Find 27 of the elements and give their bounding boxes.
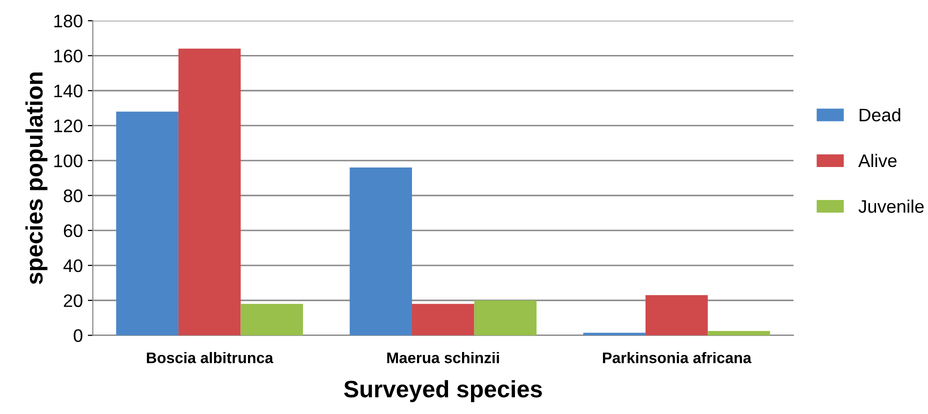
bar: [646, 295, 708, 336]
y-tick-label: 60: [64, 224, 82, 238]
y-tick-label: 20: [64, 294, 82, 308]
legend-label: Dead: [860, 108, 900, 122]
y-tick-label: 160: [54, 50, 82, 62]
y-tick-label: 100: [54, 154, 82, 168]
x-tick-label: Maerua schinzii: [387, 352, 499, 364]
bar: [350, 168, 412, 336]
y-tick-label: 140: [54, 84, 82, 98]
bar: [412, 304, 474, 336]
bar: [583, 332, 646, 336]
y-tick-label: 180: [54, 14, 82, 28]
x-axis-title: Surveyed species: [344, 380, 542, 402]
bar: [708, 330, 770, 336]
legend-label: Juvenile: [858, 200, 924, 213]
y-tick-label: 80: [64, 189, 82, 202]
y-tick-label: 120: [54, 120, 82, 132]
y-tick-label: 40: [63, 259, 82, 272]
bar: [178, 48, 241, 336]
bar: [474, 300, 537, 336]
legend-label: Alive: [858, 154, 897, 168]
x-tick-label: Boscia albitrunca: [146, 352, 274, 364]
y-tick-label: 0: [74, 329, 82, 342]
y-axis-title: species population: [25, 72, 48, 284]
x-tick-label: Parkinsonia africana: [602, 352, 752, 364]
bar: [116, 112, 178, 336]
bar: [240, 304, 303, 336]
